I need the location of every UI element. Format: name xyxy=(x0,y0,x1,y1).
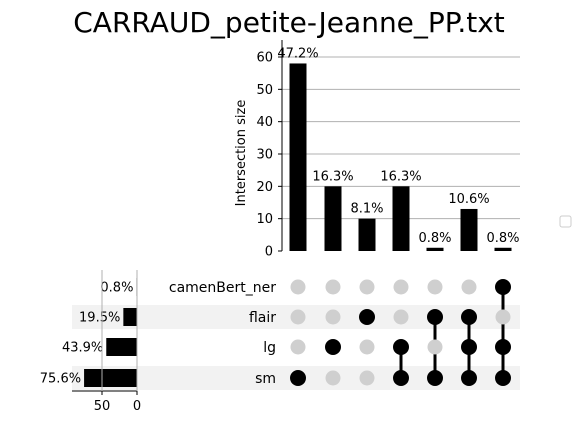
matrix-dot-inactive xyxy=(427,279,443,295)
membership-matrix xyxy=(290,279,511,386)
y-tick-label: 10 xyxy=(256,212,273,227)
intersection-bar xyxy=(324,186,342,251)
y-tick-label: 50 xyxy=(256,83,273,98)
intersection-bar-label: 0.8% xyxy=(486,231,519,246)
set-size-label: 43.9% xyxy=(62,341,103,356)
set-name-label: sm xyxy=(255,371,276,387)
intersection-bar-chart: 0 10 20 30 40 50 60 Intersection size 47.2% 16.… xyxy=(234,40,520,260)
matrix-dot-inactive xyxy=(393,309,409,325)
intersection-bar xyxy=(460,208,478,251)
matrix-dot-inactive xyxy=(290,309,306,325)
matrix-dot-active xyxy=(495,370,511,386)
set-name-label: flair xyxy=(249,310,276,326)
matrix-dot-inactive xyxy=(393,279,409,295)
y-tick-label: 40 xyxy=(256,115,273,130)
matrix-dot-active xyxy=(427,309,443,325)
intersection-bars xyxy=(289,63,512,251)
legend-box xyxy=(559,215,572,228)
matrix-dot-inactive xyxy=(325,279,341,295)
matrix-dot-active xyxy=(427,370,443,386)
intersection-bar-label: 16.3% xyxy=(312,169,353,184)
set-name-label: lg xyxy=(263,340,276,356)
matrix-dot-active xyxy=(290,370,306,386)
matrix-dot-inactive xyxy=(359,370,375,386)
set-size-label: 0.8% xyxy=(100,281,133,296)
y-tick-label: 0 xyxy=(265,245,273,260)
intersection-bar xyxy=(289,63,307,251)
matrix-connectors xyxy=(399,287,505,378)
matrix-dots xyxy=(290,279,511,386)
intersection-bar-labels: 47.2% 16.3% 8.1% 16.3% 0.8% 10.6% 0.8% xyxy=(277,46,519,245)
intersection-bar xyxy=(392,186,410,251)
matrix-dot-active xyxy=(461,370,477,386)
y-tick-label: 30 xyxy=(256,148,273,163)
intersection-bar-label: 10.6% xyxy=(448,192,489,207)
chart-title: CARRAUD_petite-Jeanne_PP.txt xyxy=(73,6,505,39)
matrix-dot-inactive xyxy=(427,339,443,355)
y-axis-label: Intersection size xyxy=(234,100,249,207)
matrix-dot-active xyxy=(393,339,409,355)
matrix-dot-inactive xyxy=(359,279,375,295)
y-tick-label: 60 xyxy=(256,51,273,66)
matrix-dot-active xyxy=(393,370,409,386)
intersection-bar xyxy=(358,218,376,251)
matrix-dot-active xyxy=(461,339,477,355)
matrix-dot-active xyxy=(359,309,375,325)
set-size-bar xyxy=(106,338,137,356)
set-size-chart: 0.8% 19.5% 43.9% 75.6% 50 0 xyxy=(40,270,141,414)
set-size-bar xyxy=(123,308,137,326)
matrix-dot-inactive xyxy=(325,309,341,325)
intersection-bar-label: 47.2% xyxy=(277,46,318,61)
intersection-bar xyxy=(426,247,444,251)
set-size-labels: 0.8% 19.5% 43.9% 75.6% xyxy=(40,281,134,387)
y-axis-ticks: 0 10 20 30 40 50 60 xyxy=(256,51,282,260)
matrix-dot-active xyxy=(495,339,511,355)
matrix-dot-active xyxy=(461,309,477,325)
intersection-bar xyxy=(494,247,512,251)
intersection-bar-label: 16.3% xyxy=(380,169,421,184)
matrix-dot-inactive xyxy=(461,279,477,295)
set-axis-ticks: 50 0 xyxy=(94,391,141,414)
matrix-dot-inactive xyxy=(290,339,306,355)
matrix-dot-inactive xyxy=(290,279,306,295)
intersection-bar-label: 0.8% xyxy=(418,231,451,246)
set-size-bar xyxy=(84,369,137,387)
set-size-label: 19.5% xyxy=(79,311,120,326)
intersection-bar-label: 8.1% xyxy=(350,202,383,217)
set-size-label: 75.6% xyxy=(40,372,81,387)
y-tick-label: 20 xyxy=(256,180,273,195)
matrix-dot-inactive xyxy=(495,309,511,325)
matrix-dot-inactive xyxy=(325,370,341,386)
matrix-dot-active xyxy=(495,279,511,295)
set-size-bars xyxy=(84,278,137,387)
matrix-dot-inactive xyxy=(359,339,375,355)
set-name-label: camenBert_ner xyxy=(169,280,276,296)
matrix-dot-active xyxy=(325,339,341,355)
set-tick-label: 0 xyxy=(133,399,141,414)
set-tick-label: 50 xyxy=(94,399,111,414)
